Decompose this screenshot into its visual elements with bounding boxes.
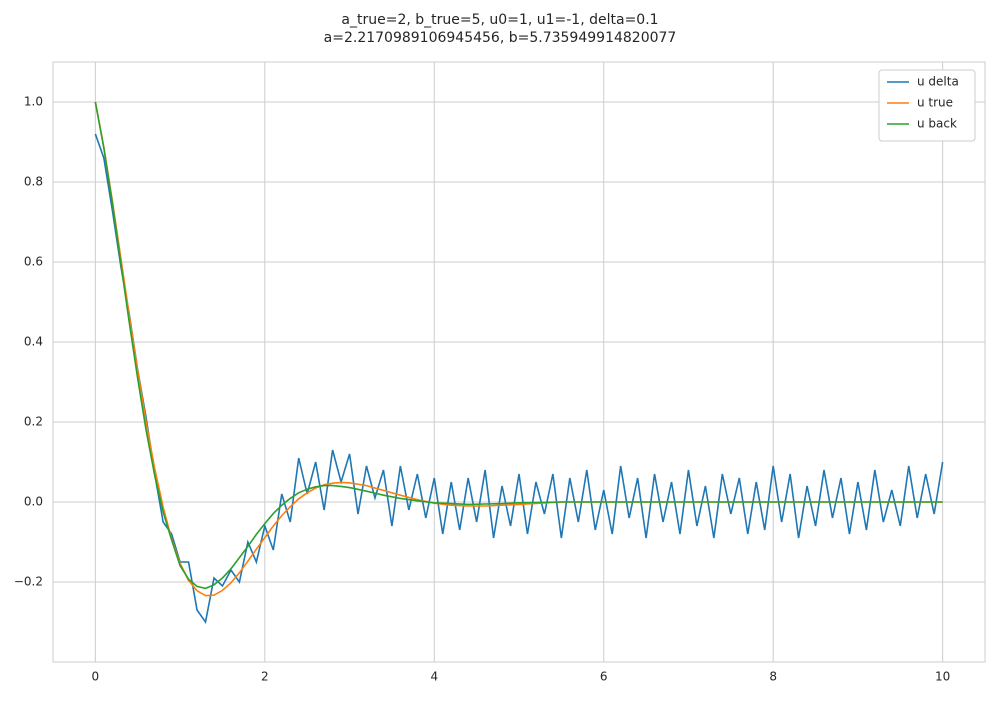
series-line (94, 101, 943, 590)
x-tick-label: 0 (92, 670, 100, 684)
legend-label: u true (917, 96, 953, 110)
grid (53, 62, 985, 662)
y-tick-label: 0.2 (24, 415, 43, 429)
chart-subtitle: a=2.2170989106945456, b=5.73594991482007… (324, 30, 677, 46)
legend-label: u back (917, 117, 957, 131)
y-tick-label: 0.4 (24, 335, 43, 349)
legend-label: u delta (917, 75, 959, 89)
x-tick-label: 2 (261, 670, 269, 684)
plot-area (52, 61, 986, 663)
y-tick-label: 0.6 (24, 255, 43, 269)
x-tick-label: 4 (430, 670, 438, 684)
y-tick-label: 1.0 (24, 95, 43, 109)
x-tick-label: 8 (769, 670, 777, 684)
y-tick-label: 0.0 (24, 495, 43, 509)
chart-title: a_true=2, b_true=5, u0=1, u1=-1, delta=0… (341, 12, 658, 28)
y-tick-label: −0.2 (14, 575, 43, 589)
x-tick-label: 10 (935, 670, 950, 684)
y-tick-label: 0.8 (24, 175, 43, 189)
x-tick-label: 6 (600, 670, 608, 684)
series-line (94, 133, 944, 624)
